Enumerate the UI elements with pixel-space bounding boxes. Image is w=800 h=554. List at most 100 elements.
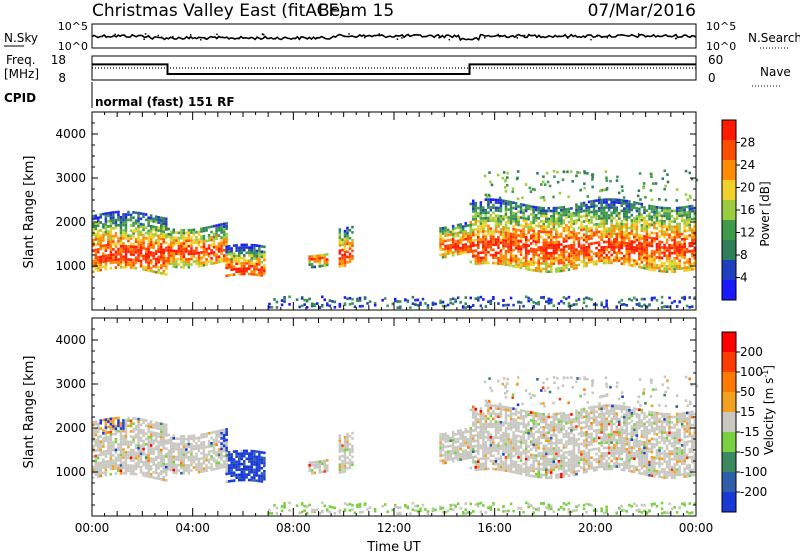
power-echo-cell <box>638 247 641 250</box>
velocity-echo-cell <box>235 460 238 464</box>
power-colorbar-segment <box>722 260 736 281</box>
power-echo-cell <box>592 215 596 219</box>
velocity-echo-cell <box>469 466 473 470</box>
velocity-echo-cell <box>227 458 231 462</box>
power-echo-cell <box>497 230 500 234</box>
power-echo-cell <box>469 223 473 227</box>
power-echo-cell <box>587 221 591 225</box>
velocity-echo-cell <box>147 451 150 455</box>
velocity-echo-cell <box>107 441 110 445</box>
power-echo-cell <box>157 234 160 238</box>
power-echo-cell <box>94 232 98 236</box>
power-echo-cell <box>577 208 581 211</box>
power-echo-cell <box>673 230 676 234</box>
power-echo-cell <box>600 209 603 212</box>
power-echo-cell <box>160 221 163 225</box>
power-echo-cell <box>175 263 178 266</box>
power-echo-cell <box>555 238 558 242</box>
velocity-echo-cell <box>124 466 128 470</box>
power-echo-cell <box>618 256 621 260</box>
velocity-echo-cell <box>97 475 100 478</box>
power-echo-cell <box>685 216 689 219</box>
power-echo-cell <box>522 256 525 260</box>
velocity-echo-cell <box>464 449 468 452</box>
velocity-echo-cell <box>504 413 508 417</box>
power-echo-cell <box>477 214 480 218</box>
power-echo-cell <box>691 217 694 221</box>
velocity-echo-cell <box>137 438 140 442</box>
power-echo-cell <box>640 305 644 308</box>
power-echo-cell <box>346 234 349 238</box>
power-echo-cell <box>187 265 191 269</box>
nsearch-point <box>395 35 398 37</box>
power-echo-cell <box>494 217 498 220</box>
power-echo-cell <box>227 260 231 264</box>
power-echo-cell <box>678 233 681 236</box>
power-echo-cell <box>633 227 636 231</box>
power-echo-cell <box>524 267 528 271</box>
velocity-echo-cell <box>177 453 181 456</box>
velocity-echo-cell <box>175 463 178 467</box>
power-echo-cell <box>691 231 694 234</box>
velocity-echo-cell <box>489 422 493 426</box>
power-echo-cell <box>561 178 565 182</box>
power-echo-cell <box>633 264 636 268</box>
power-echo-cell <box>509 214 513 217</box>
velocity-echo-cell <box>509 425 513 429</box>
power-echo-cell <box>665 212 669 215</box>
velocity-echo-cell <box>338 442 342 445</box>
power-echo-cell <box>107 240 110 244</box>
power-echo-cell <box>328 299 332 302</box>
velocity-echo-cell <box>129 456 133 460</box>
power-echo-cell <box>451 224 455 228</box>
power-echo-cell <box>542 246 546 250</box>
velocity-echo-cell <box>139 444 143 448</box>
velocity-echo-cell <box>212 457 216 460</box>
power-echo-cell <box>673 228 676 231</box>
power-echo-cell <box>167 232 171 236</box>
velocity-echo-cell <box>240 478 244 482</box>
velocity-echo-cell <box>182 450 186 454</box>
velocity-echo-cell <box>230 471 233 475</box>
power-echo-cell <box>341 262 344 265</box>
power-echo-cell <box>645 264 649 268</box>
power-echo-cell <box>562 269 566 272</box>
velocity-echo-cell <box>477 447 480 450</box>
power-echo-cell <box>685 250 689 254</box>
power-echo-cell <box>104 259 108 263</box>
power-echo-cell <box>343 243 347 246</box>
power-echo-cell <box>255 257 259 261</box>
power-echo-cell <box>489 235 493 238</box>
power-echo-cell <box>640 237 644 240</box>
power-echo-cell <box>170 257 173 260</box>
power-echo-cell <box>97 237 100 241</box>
velocity-echo-cell <box>162 478 166 482</box>
velocity-echo-cell <box>119 445 123 449</box>
power-echo-cell <box>343 256 347 259</box>
velocity-echo-cell <box>107 420 110 424</box>
power-echo-cell <box>313 303 317 306</box>
power-echo-cell <box>160 250 163 254</box>
power-echo-cell <box>132 234 135 238</box>
velocity-echo-cell <box>195 447 198 451</box>
power-echo-cell <box>529 223 533 227</box>
power-echo-cell <box>170 262 173 266</box>
power-echo-cell <box>127 213 130 216</box>
power-echo-cell <box>240 270 244 273</box>
velocity-echo-cell <box>260 459 264 462</box>
power-echo-cell <box>529 260 533 264</box>
power-echo-cell <box>585 238 588 241</box>
power-echo-cell <box>625 231 629 235</box>
power-echo-cell <box>162 225 166 228</box>
power-echo-cell <box>157 247 160 251</box>
velocity-echo-cell <box>107 449 110 453</box>
power-echo-cell <box>157 268 160 272</box>
power-echo-cell <box>99 215 103 219</box>
power-echo-cell <box>565 255 568 259</box>
velocity-echo-cell <box>190 434 193 438</box>
velocity-echo-cell <box>137 444 140 447</box>
velocity-echo-cell <box>522 417 525 421</box>
power-echo-cell <box>511 187 515 190</box>
power-echo-cell <box>210 225 213 229</box>
velocity-echo-cell <box>109 472 113 476</box>
